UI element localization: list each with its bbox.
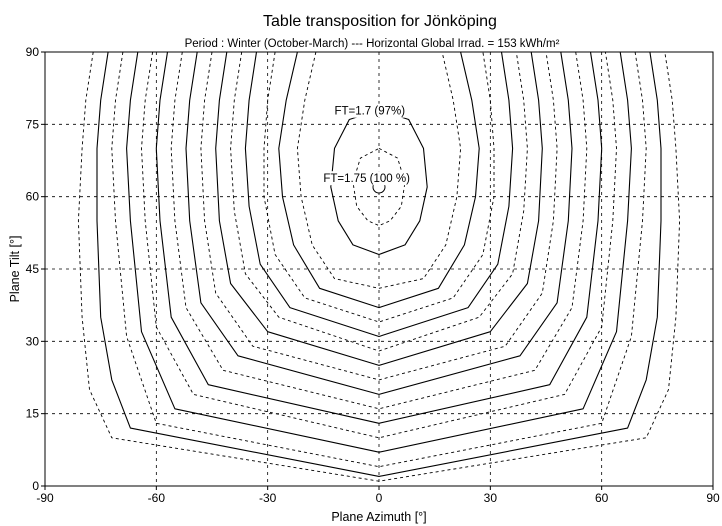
chart-title: Table transposition for Jönköping [263, 13, 497, 30]
y-tick-label: 0 [32, 479, 39, 493]
contour-line-dashed [111, 51, 647, 468]
contour-line-dashed [170, 51, 588, 410]
contour-line-solid [278, 51, 480, 309]
contour-line-dashed [141, 51, 617, 439]
y-axis-label: Plane Tilt [°] [8, 236, 22, 303]
annotation-label: FT=1.7 (97%) [334, 106, 405, 118]
annotations: FT=1.7 (97%) FT=1.75 (100 %) [322, 103, 411, 186]
x-tick-label: -60 [148, 491, 166, 505]
y-tick-label: 45 [26, 262, 40, 276]
y-tick-label: 30 [26, 334, 40, 348]
annotation-background [322, 171, 411, 186]
grid-lines [45, 52, 713, 486]
axis-ticks: -90 -60 -30 0 30 60 90 0 15 30 45 60 75 90 [26, 45, 720, 505]
contour-line-dashed [200, 51, 558, 381]
x-tick-label: 60 [595, 491, 609, 505]
y-tick-label: 75 [26, 117, 40, 131]
y-tick-label: 60 [26, 190, 40, 204]
contour-line-solid [155, 51, 603, 424]
contour-line-solid [185, 51, 573, 395]
contour-line-solid [126, 51, 632, 453]
contour-lines [77, 51, 681, 482]
chart-subtitle: Period : Winter (October-March) --- Hori… [185, 38, 560, 50]
inner-contour-line [330, 109, 428, 256]
contour-line-dashed [263, 51, 495, 323]
x-tick-label: 90 [706, 491, 720, 505]
contour-line-solid [215, 51, 543, 366]
contour-line-solid [244, 51, 514, 338]
x-tick-label: 0 [376, 491, 383, 505]
x-tick-label: 30 [484, 491, 498, 505]
y-tick-label: 90 [26, 45, 40, 59]
y-tick-label: 15 [26, 407, 40, 421]
contour-line-dashed [296, 51, 462, 289]
annotation-label: FT=1.75 (100 %) [323, 173, 410, 185]
contour-line-dashed [230, 51, 528, 352]
x-tick-label: -30 [259, 491, 277, 505]
contour-line-dashed [77, 51, 681, 482]
annotation-background [333, 103, 407, 118]
contour-line-solid [96, 51, 662, 477]
x-tick-label: -90 [36, 491, 54, 505]
x-axis-label: Plane Azimuth [°] [331, 510, 426, 524]
